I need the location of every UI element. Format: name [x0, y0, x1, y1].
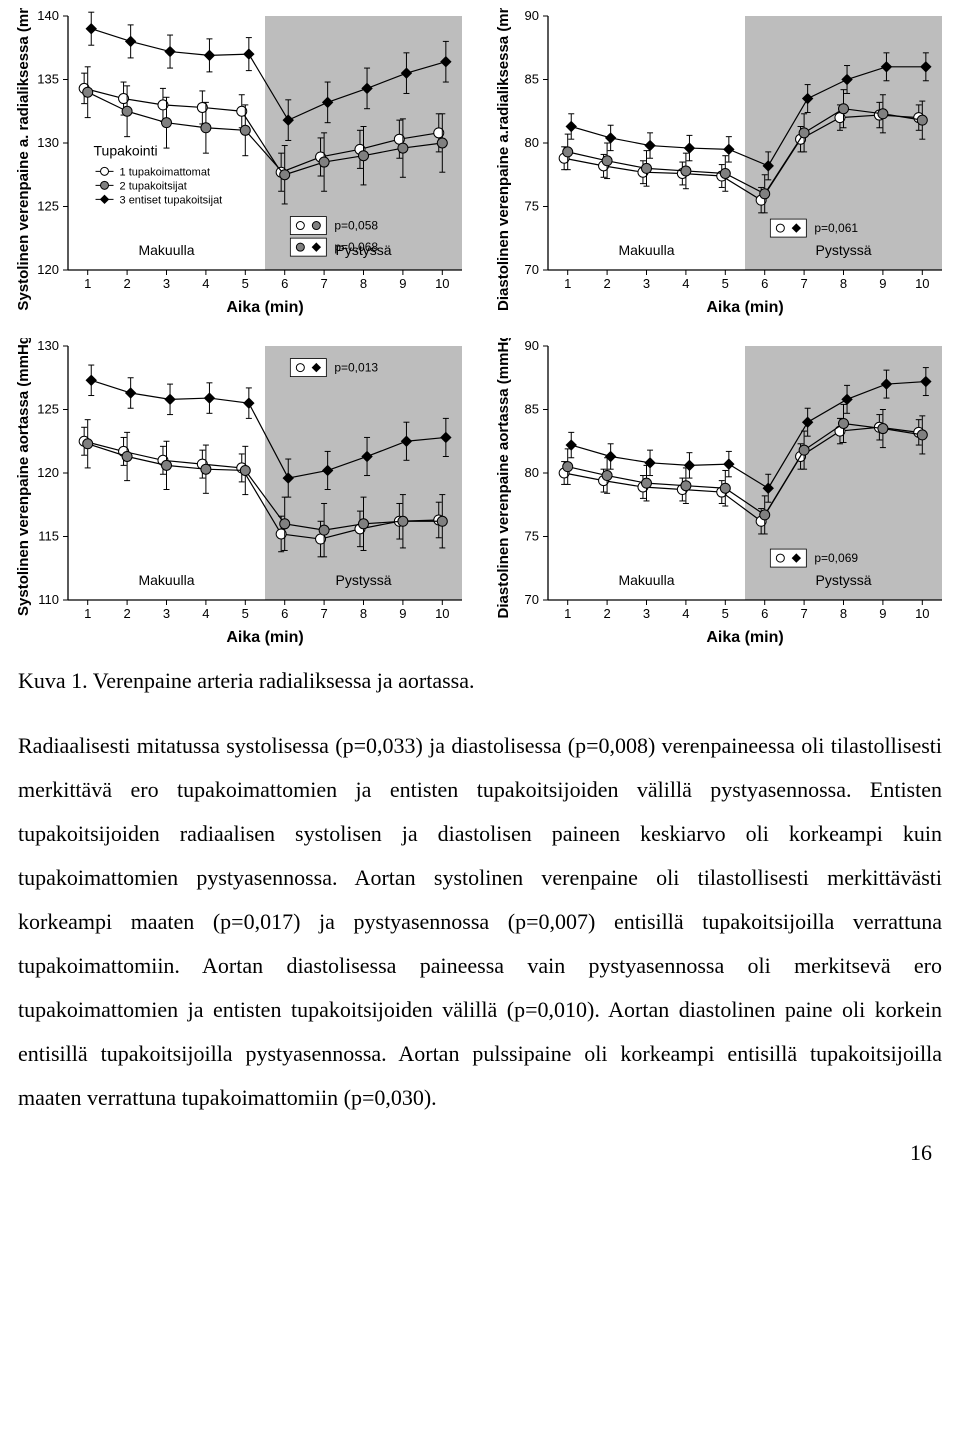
- svg-text:2 tupakoitsijat: 2 tupakoitsijat: [120, 180, 187, 192]
- svg-text:2: 2: [123, 276, 130, 291]
- svg-text:110: 110: [38, 592, 59, 607]
- panel-bottom-left: 1 2 3 4 5 6 7 8 9 10 110 115 120 125 130 Aika (min) Syst…: [10, 338, 470, 658]
- body-paragraph: Radiaalisesti mitatussa systolisessa (p=…: [0, 694, 960, 1130]
- svg-text:4: 4: [682, 276, 689, 291]
- svg-text:p=0,058: p=0,058: [334, 219, 378, 233]
- svg-text:1: 1: [564, 276, 571, 291]
- svg-text:5: 5: [722, 606, 729, 621]
- svg-text:8: 8: [360, 276, 367, 291]
- svg-text:5: 5: [722, 276, 729, 291]
- svg-text:85: 85: [525, 402, 539, 417]
- svg-text:4: 4: [682, 606, 689, 621]
- svg-text:p=0,061: p=0,061: [814, 221, 858, 235]
- svg-text:1: 1: [84, 606, 91, 621]
- svg-text:80: 80: [525, 135, 539, 150]
- svg-text:7: 7: [320, 606, 327, 621]
- chart-grid: 12345678910120125130135140Aika (min)Syst…: [0, 0, 960, 658]
- svg-text:120: 120: [37, 465, 59, 480]
- svg-text:Diastolinen verenpaine a.radia: Diastolinen verenpaine a.radialiksessa (…: [495, 8, 512, 311]
- panel-top-right: 1 2 3 4 5 6 7 8 9 10 70 75 80 85 90 Aika (min) Diastolin…: [490, 8, 950, 328]
- svg-text:6: 6: [761, 606, 768, 621]
- svg-text:10: 10: [915, 606, 929, 621]
- svg-text:Tupakointi: Tupakointi: [94, 142, 158, 158]
- svg-text:115: 115: [38, 529, 59, 544]
- svg-text:5: 5: [242, 276, 249, 291]
- svg-text:70: 70: [525, 592, 539, 607]
- svg-text:125: 125: [37, 199, 59, 214]
- svg-text:7: 7: [320, 276, 327, 291]
- svg-text:135: 135: [37, 72, 59, 87]
- svg-text:Makuulla: Makuulla: [618, 572, 674, 588]
- svg-text:4: 4: [202, 276, 209, 291]
- svg-text:Systolinen verenpaine a. radia: Systolinen verenpaine a. radialiksessa (…: [15, 8, 32, 311]
- svg-text:Aika (min): Aika (min): [226, 299, 303, 316]
- svg-text:1: 1: [564, 606, 571, 621]
- svg-text:Pystyssä: Pystyssä: [815, 242, 871, 258]
- svg-text:Aika (min): Aika (min): [706, 629, 783, 646]
- panel-bottom-right: 1 2 3 4 5 6 7 8 9 10 70 75 80 85 90 Aika (min) Diastolin…: [490, 338, 950, 658]
- svg-text:3: 3: [643, 606, 650, 621]
- svg-text:7: 7: [800, 606, 807, 621]
- svg-text:10: 10: [915, 276, 929, 291]
- svg-text:9: 9: [879, 276, 886, 291]
- svg-text:Aika (min): Aika (min): [706, 299, 783, 316]
- svg-text:Pystyssä: Pystyssä: [815, 572, 871, 588]
- svg-text:Systolinen verenpaine aortassa: Systolinen verenpaine aortassa (mmHg): [15, 338, 32, 616]
- svg-text:8: 8: [840, 606, 847, 621]
- svg-text:130: 130: [37, 135, 59, 150]
- svg-text:4: 4: [202, 606, 209, 621]
- svg-text:2: 2: [603, 276, 610, 291]
- svg-text:Makuulla: Makuulla: [138, 242, 194, 258]
- page-number: 16: [0, 1130, 960, 1184]
- svg-text:3: 3: [163, 606, 170, 621]
- svg-text:1: 1: [84, 276, 91, 291]
- svg-text:8: 8: [840, 276, 847, 291]
- svg-text:Aika (min): Aika (min): [226, 629, 303, 646]
- svg-text:Diastolinen verenpaine aortass: Diastolinen verenpaine aortassa (mmHg): [495, 338, 512, 618]
- svg-text:3: 3: [163, 276, 170, 291]
- svg-text:140: 140: [37, 8, 59, 23]
- svg-text:80: 80: [525, 465, 539, 480]
- panel-top-left: 1 2 3 4 5 6 7 8 9 10 120 125 130 135 140 Aika (min) Syst…: [10, 8, 470, 328]
- svg-text:7: 7: [800, 276, 807, 291]
- svg-text:120: 120: [37, 262, 59, 277]
- svg-text:70: 70: [525, 262, 539, 277]
- svg-text:2: 2: [603, 606, 610, 621]
- svg-text:9: 9: [399, 606, 406, 621]
- svg-text:Pystyssä: Pystyssä: [335, 572, 391, 588]
- svg-text:90: 90: [525, 338, 539, 353]
- svg-text:3 entiset tupakoitsijat: 3 entiset tupakoitsijat: [120, 194, 223, 206]
- svg-text:2: 2: [123, 606, 130, 621]
- svg-text:5: 5: [242, 606, 249, 621]
- svg-text:Makuulla: Makuulla: [618, 242, 674, 258]
- svg-text:p=0,069: p=0,069: [814, 551, 858, 565]
- svg-text:6: 6: [281, 606, 288, 621]
- svg-text:6: 6: [281, 276, 288, 291]
- svg-text:10: 10: [435, 606, 449, 621]
- figure-caption: Kuva 1. Verenpaine arteria radialiksessa…: [0, 658, 960, 694]
- svg-text:9: 9: [879, 606, 886, 621]
- svg-text:75: 75: [525, 199, 539, 214]
- svg-text:85: 85: [525, 72, 539, 87]
- svg-text:p=0,013: p=0,013: [334, 361, 378, 375]
- svg-text:9: 9: [399, 276, 406, 291]
- svg-text:125: 125: [37, 402, 59, 417]
- svg-text:130: 130: [37, 338, 59, 353]
- svg-text:p=0,068: p=0,068: [334, 240, 378, 254]
- svg-text:90: 90: [525, 8, 539, 23]
- svg-text:6: 6: [761, 276, 768, 291]
- svg-text:8: 8: [360, 606, 367, 621]
- svg-text:1 tupakoimattomat: 1 tupakoimattomat: [120, 166, 210, 178]
- svg-text:Makuulla: Makuulla: [138, 572, 194, 588]
- svg-text:75: 75: [525, 529, 539, 544]
- svg-text:10: 10: [435, 276, 449, 291]
- svg-text:3: 3: [643, 276, 650, 291]
